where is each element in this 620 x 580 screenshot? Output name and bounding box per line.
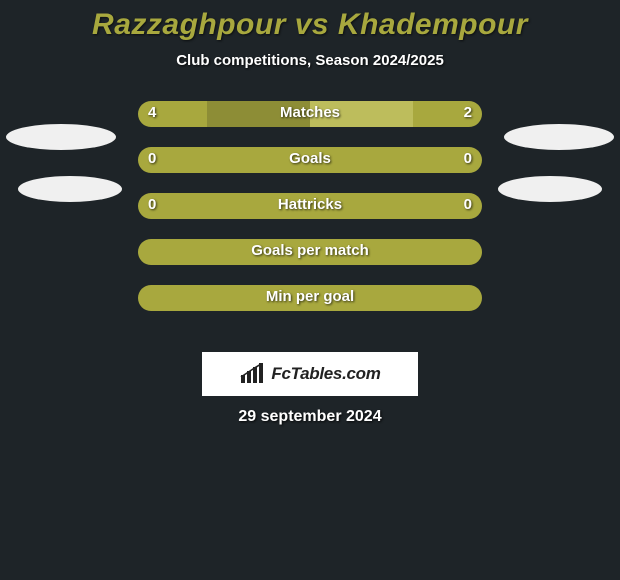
stat-row: Goals00 [0,147,620,173]
stat-value-left: 4 [148,104,156,121]
stat-bar-right-fill [310,101,413,127]
stat-value-left: 0 [148,150,156,167]
stat-bar-base [138,239,482,265]
player-left-photo-placeholder [6,124,116,150]
source-badge: FcTables.com [202,352,418,396]
stat-bar-left-fill [207,101,310,127]
card-subtitle: Club competitions, Season 2024/2025 [0,52,620,69]
stat-bar-base [138,193,482,219]
player-right-photo-placeholder [504,124,614,150]
stat-row: Min per goal [0,285,620,311]
stat-row: Goals per match [0,239,620,265]
stat-value-left: 0 [148,196,156,213]
comparison-card: Razzaghpour vs Khadempour Club competiti… [0,0,620,311]
stat-bar-base [138,147,482,173]
player-left-flag-placeholder [18,176,122,202]
player-right-flag-placeholder [498,176,602,202]
bar-chart-icon [239,363,265,385]
source-badge-text: FcTables.com [271,364,380,384]
card-title: Razzaghpour vs Khadempour [0,8,620,42]
stat-value-right: 0 [464,150,472,167]
stat-value-right: 2 [464,104,472,121]
stat-bar-base [138,285,482,311]
snapshot-date: 29 september 2024 [0,408,620,426]
stat-row: Matches42 [0,101,620,127]
stat-value-right: 0 [464,196,472,213]
